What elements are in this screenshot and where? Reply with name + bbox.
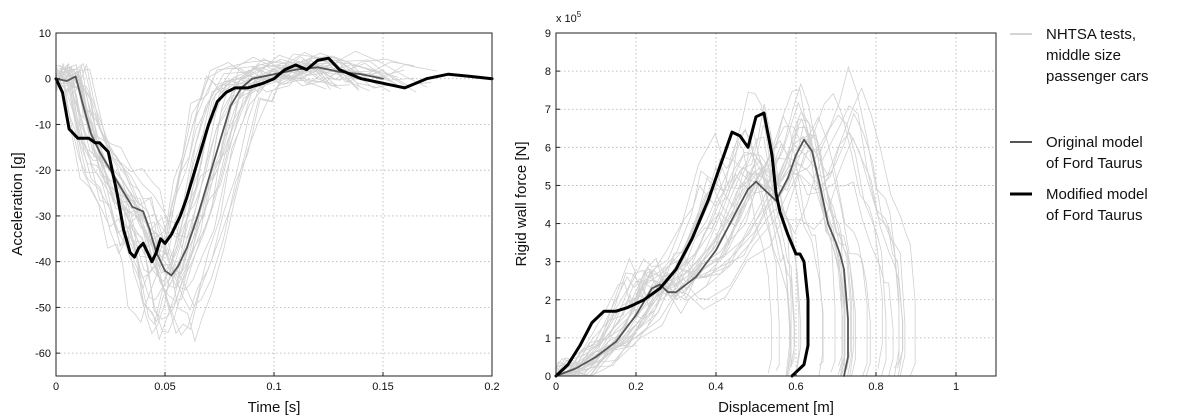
- legend-label: Modified model: [1046, 186, 1148, 203]
- legend-label: passenger cars: [1046, 68, 1149, 85]
- acceleration-x-tick-label: 0.15: [372, 381, 393, 393]
- acceleration-nhtsa-test-curve: [55, 53, 355, 323]
- force-x-tick-label: 0.6: [788, 381, 803, 393]
- acceleration-y-tick-label: -20: [35, 165, 51, 177]
- acceleration-nhtsa-test-curve: [55, 59, 320, 324]
- force-series-original-model: [555, 138, 849, 377]
- acceleration-x-axis-label: Time [s]: [248, 399, 301, 416]
- force-x-tick-label: 0.8: [868, 381, 883, 393]
- acceleration-series-modified-model: [54, 56, 494, 264]
- legend-label: of Ford Taurus: [1046, 155, 1142, 172]
- acceleration-y-tick-label: -10: [35, 119, 51, 131]
- force-y-tick-label: 8: [545, 66, 551, 78]
- force-y-tick-label: 4: [545, 219, 551, 231]
- legend: NHTSA tests, middle size passenger cars Ori…: [1010, 26, 1149, 224]
- acceleration-nhtsa-test-curve: [55, 63, 360, 301]
- acceleration-nhtsa-test-curve: [55, 62, 331, 335]
- acceleration-x-tick-label: 0: [53, 381, 59, 393]
- acceleration-y-axis-label: Acceleration [g]: [9, 152, 26, 255]
- force-y-tick-label: 6: [545, 142, 551, 154]
- force-y-tick-label: 0: [545, 371, 551, 383]
- force-nhtsa-curves: [555, 65, 916, 377]
- force-nhtsa-test-curve: [571, 136, 904, 377]
- force-nhtsa-test-curve: [569, 103, 800, 377]
- force-ticks: 0 0.2 0.4 0.6 0.8 1 0 1 2 3 4 5 6 7 8 9: [545, 28, 959, 393]
- force-y-tick-label: 1: [545, 333, 551, 345]
- force-nhtsa-test-curve: [555, 131, 903, 377]
- force-nhtsa-test-curve: [555, 139, 772, 377]
- acceleration-ticks: 0 0.05 0.1 0.15 0.2 10 0 -10 -20 -30 -40 -50 -60: [35, 28, 500, 393]
- force-nhtsa-test-curve: [555, 91, 792, 377]
- force-series: [554, 65, 916, 378]
- acceleration-nhtsa-test-curve: [55, 61, 399, 312]
- force-y-multiplier: x 105: [556, 10, 582, 25]
- force-x-tick-label: 0: [553, 381, 559, 393]
- legend-label: Original model: [1046, 134, 1143, 151]
- force-y-tick-label: 3: [545, 257, 551, 269]
- acceleration-nhtsa-test-curve: [55, 58, 338, 325]
- force-y-multiplier-base: x 10: [556, 13, 577, 25]
- force-y-axis-label: Rigid wall force [N]: [513, 141, 530, 266]
- force-plot-frame: [555, 32, 997, 377]
- force-x-axis-label: Displacement [m]: [718, 399, 834, 416]
- acceleration-nhtsa-test-curve: [64, 66, 432, 307]
- legend-label: middle size: [1046, 47, 1121, 64]
- force-nhtsa-test-curve: [555, 136, 795, 368]
- legend-label: of Ford Taurus: [1046, 207, 1142, 224]
- acceleration-y-tick-label: 0: [45, 74, 51, 86]
- acceleration-x-tick-label: 0.1: [266, 381, 281, 393]
- force-series-modified-model: [554, 111, 810, 378]
- force-x-tick-label: 1: [953, 381, 959, 393]
- acceleration-nhtsa-test-curve: [66, 60, 391, 239]
- force-x-tick-label: 0.2: [628, 381, 643, 393]
- acceleration-chart: 0 0.05 0.1 0.15 0.2 10 0 -10 -20 -30 -40 -50 -60 Tim…: [9, 28, 500, 416]
- force-nhtsa-test-curve: [571, 134, 851, 377]
- acceleration-y-tick-label: -30: [35, 211, 51, 223]
- acceleration-y-tick-label: -40: [35, 257, 51, 269]
- acceleration-nhtsa-test-curve: [55, 62, 320, 290]
- force-y-tick-label: 5: [545, 180, 551, 192]
- force-y-tick-label: 9: [545, 28, 551, 40]
- acceleration-x-tick-label: 0.2: [484, 381, 499, 393]
- force-nhtsa-test-curve: [562, 170, 871, 377]
- legend-label: NHTSA tests,: [1046, 26, 1136, 43]
- acceleration-nhtsa-curves: [55, 50, 438, 343]
- acceleration-nhtsa-test-curve: [58, 55, 405, 336]
- acceleration-y-tick-label: -50: [35, 302, 51, 314]
- acceleration-series: [54, 50, 494, 343]
- acceleration-y-tick-label: 10: [39, 28, 51, 40]
- acceleration-nhtsa-test-curve: [55, 64, 397, 236]
- force-nhtsa-test-curve: [568, 148, 856, 377]
- force-y-tick-label: 2: [545, 295, 551, 307]
- force-nhtsa-test-curve: [562, 117, 845, 377]
- force-y-multiplier-exponent: 5: [577, 10, 582, 19]
- force-y-tick-label: 7: [545, 104, 551, 116]
- force-nhtsa-test-curve: [555, 129, 780, 377]
- force-nhtsa-test-curve: [571, 181, 894, 377]
- force-nhtsa-test-curve: [565, 112, 906, 377]
- acceleration-nhtsa-test-curve: [55, 52, 417, 335]
- acceleration-nhtsa-test-curve: [55, 63, 326, 279]
- acceleration-x-tick-label: 0.05: [154, 381, 175, 393]
- acceleration-y-tick-label: -60: [35, 348, 51, 360]
- force-nhtsa-test-curve: [555, 130, 790, 377]
- force-x-tick-label: 0.4: [708, 381, 723, 393]
- force-nhtsa-test-curve: [555, 143, 824, 377]
